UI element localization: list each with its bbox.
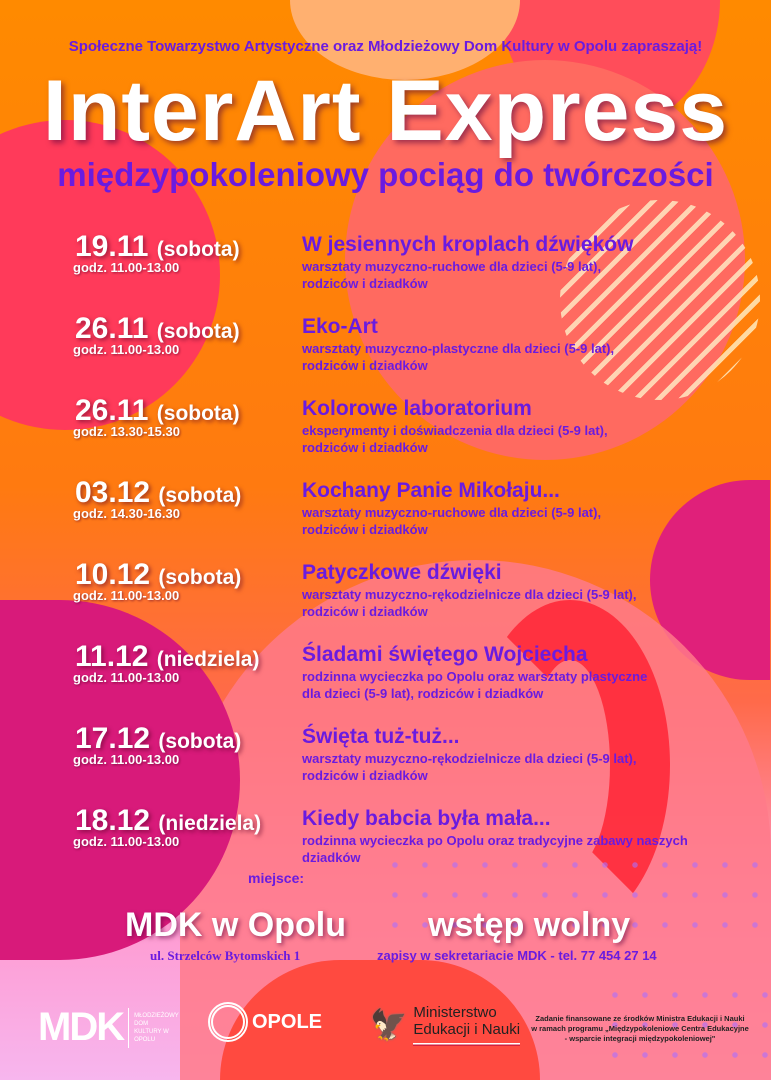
mdk-logo-mark: MDK xyxy=(38,1005,125,1049)
event-day: (niedziela) xyxy=(158,812,262,835)
mdk-logo: MDK MŁODZIEŻOWY DOM KULTURY W OPOLU xyxy=(38,1005,179,1050)
event-desc-line: rodziców i dziadków xyxy=(302,604,428,619)
event-date: 17.12 (sobota) xyxy=(75,722,241,756)
opole-logo-icon xyxy=(208,1002,248,1042)
event-desc-line: warsztaty muzyczno-rękodzielnicze dla dz… xyxy=(302,587,637,602)
event-date-number: 19.11 xyxy=(75,230,149,263)
event-date-number: 18.12 xyxy=(75,804,151,837)
event-day: (sobota) xyxy=(156,238,240,261)
event-date: 26.11 (sobota) xyxy=(75,312,240,346)
funding-line: Zadanie finansowane ze środków Ministra … xyxy=(535,1014,745,1023)
event-item: 03.12 (sobota) godz. 14.30-16.30 Kochany… xyxy=(0,476,771,556)
event-desc-line: rodziców i dziadków xyxy=(302,358,428,373)
event-desc-line: dziadków xyxy=(302,850,361,865)
ministry-logo: 🦅 Ministerstwo Edukacji i Nauki xyxy=(370,1004,521,1046)
mdk-logo-text: MŁODZIEŻOWY DOM KULTURY W OPOLU xyxy=(134,1012,179,1043)
event-date: 11.12 (niedziela) xyxy=(75,640,259,674)
event-time: godz. 11.00-13.00 xyxy=(73,752,180,767)
event-item: 11.12 (niedziela) godz. 11.00-13.00 Ślad… xyxy=(0,640,771,720)
event-description: warsztaty muzyczno-ruchowe dla dzieci (5… xyxy=(302,258,722,292)
event-description: warsztaty muzyczno-plastyczne dla dzieci… xyxy=(302,340,722,374)
header-invitation: Społeczne Towarzystwo Artystyczne oraz M… xyxy=(68,38,703,55)
event-day: (sobota) xyxy=(158,730,242,753)
event-desc-line: rodziców i dziadków xyxy=(302,276,428,291)
event-desc-line: eksperymenty i doświadczenia dla dzieci … xyxy=(302,423,608,438)
event-date-number: 10.12 xyxy=(75,558,151,591)
funding-note: Zadanie finansowane ze środków Ministra … xyxy=(520,1014,760,1044)
event-title: W jesiennych kroplach dźwięków xyxy=(302,233,634,256)
event-date-number: 26.11 xyxy=(75,394,149,427)
event-item: 26.11 (sobota) godz. 11.00-13.00 Eko-Art… xyxy=(0,312,771,392)
event-date-number: 03.12 xyxy=(75,476,151,509)
event-date-number: 17.12 xyxy=(75,722,151,755)
venue-label: miejsce: xyxy=(248,870,305,886)
event-title: Kolorowe laboratorium xyxy=(302,397,532,420)
bg-dots xyxy=(600,980,771,1080)
event-desc-line: rodziców i dziadków xyxy=(302,440,428,455)
event-date: 18.12 (niedziela) xyxy=(75,804,261,838)
entry-title: wstęp wolny xyxy=(428,906,631,944)
event-item: 19.11 (sobota) godz. 11.00-13.00 W jesie… xyxy=(0,230,771,310)
event-title: Śladami świętego Wojciecha xyxy=(302,643,588,666)
event-title: Kochany Panie Mikołaju... xyxy=(302,479,560,502)
ministry-name-2: Edukacji i Nauki xyxy=(413,1021,521,1038)
event-description: rodzinna wycieczka po Opolu oraz tradycy… xyxy=(302,832,722,866)
event-date: 10.12 (sobota) xyxy=(75,558,241,592)
event-description: warsztaty muzyczno-rękodzielnicze dla dz… xyxy=(302,586,722,620)
event-time: godz. 11.00-13.00 xyxy=(73,588,180,603)
event-desc-line: rodziców i dziadków xyxy=(302,522,428,537)
event-desc-line: dla dzieci (5-9 lat), rodziców i dziadkó… xyxy=(302,686,544,701)
bg-circle xyxy=(220,960,540,1080)
bg-dots xyxy=(380,850,771,950)
event-date: 26.11 (sobota) xyxy=(75,394,240,428)
event-date-number: 26.11 xyxy=(75,312,149,345)
event-desc-line: warsztaty muzyczno-ruchowe dla dzieci (5… xyxy=(302,505,602,520)
funding-line: w ramach programu „Międzypokoleniowe Cen… xyxy=(531,1024,749,1033)
event-item: 18.12 (niedziela) godz. 11.00-13.00 Kied… xyxy=(0,804,771,884)
event-time: godz. 14.30-16.30 xyxy=(73,506,180,521)
event-item: 10.12 (sobota) godz. 11.00-13.00 Patyczk… xyxy=(0,558,771,638)
event-item: 17.12 (sobota) godz. 11.00-13.00 Święta … xyxy=(0,722,771,802)
event-time: godz. 11.00-13.00 xyxy=(73,342,180,357)
entry-note: zapisy w sekretariacie MDK - tel. 77 454… xyxy=(377,948,657,963)
event-day: (sobota) xyxy=(158,484,242,507)
venue-name: MDK w Opolu xyxy=(125,906,346,944)
event-time: godz. 11.00-13.00 xyxy=(73,260,180,275)
eagle-emblem-icon: 🦅 xyxy=(370,1008,408,1042)
bg-stripes xyxy=(560,200,760,400)
event-day: (sobota) xyxy=(156,320,240,343)
event-date-number: 11.12 xyxy=(75,640,149,673)
funding-line: - wsparcie integracji międzypokoleniowej… xyxy=(564,1034,716,1043)
event-time: godz. 11.00-13.00 xyxy=(73,670,180,685)
event-day: (niedziela) xyxy=(156,648,260,671)
poster-subtitle: międzypokoleniowy pociąg do twórczości xyxy=(57,156,714,193)
event-description: rodzinna wycieczka po Opolu oraz warszta… xyxy=(302,668,722,702)
event-title: Kiedy babcia była mała... xyxy=(302,807,551,830)
event-desc-line: warsztaty muzyczno-plastyczne dla dzieci… xyxy=(302,341,615,356)
event-desc-line: rodzinna wycieczka po Opolu oraz warszta… xyxy=(302,669,648,684)
event-title: Święta tuż-tuż... xyxy=(302,725,460,748)
event-title: Eko-Art xyxy=(302,315,378,338)
event-date: 03.12 (sobota) xyxy=(75,476,241,510)
ministry-name-1: Ministerstwo xyxy=(413,1004,497,1021)
event-desc-line: warsztaty muzyczno-rękodzielnicze dla dz… xyxy=(302,751,637,766)
event-date: 19.11 (sobota) xyxy=(75,230,240,264)
event-desc-line: warsztaty muzyczno-ruchowe dla dzieci (5… xyxy=(302,259,602,274)
event-description: warsztaty muzyczno-ruchowe dla dzieci (5… xyxy=(302,504,722,538)
event-item: 26.11 (sobota) godz. 13.30-15.30 Kolorow… xyxy=(0,394,771,474)
opole-logo: OPOLE xyxy=(208,1002,322,1042)
opole-logo-text: OPOLE xyxy=(252,1010,323,1033)
event-day: (sobota) xyxy=(158,566,242,589)
poster-title: InterArt Express xyxy=(42,63,729,159)
event-desc-line: rodzinna wycieczka po Opolu oraz tradycy… xyxy=(302,833,688,848)
event-desc-line: rodziców i dziadków xyxy=(302,768,428,783)
event-description: eksperymenty i doświadczenia dla dzieci … xyxy=(302,422,722,456)
venue-address: ul. Strzelców Bytomskich 1 xyxy=(150,948,301,963)
event-description: warsztaty muzyczno-rękodzielnicze dla dz… xyxy=(302,750,722,784)
event-day: (sobota) xyxy=(156,402,240,425)
event-title: Patyczkowe dźwięki xyxy=(302,561,502,584)
event-time: godz. 13.30-15.30 xyxy=(73,424,180,439)
event-time: godz. 11.00-13.00 xyxy=(73,834,180,849)
